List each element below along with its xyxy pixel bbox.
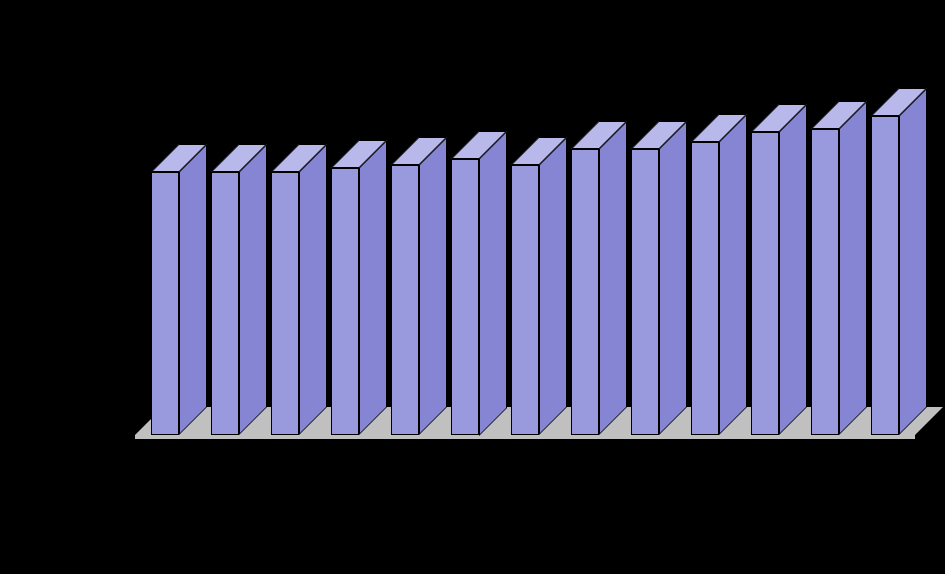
bar — [391, 165, 419, 435]
x-tick-label: 2010 — [691, 449, 720, 464]
x-tick-label: 2005 — [391, 449, 420, 464]
y-tick-label: 60.000 — [87, 33, 127, 48]
gridline-depth — [135, 78, 164, 107]
bar — [331, 168, 359, 435]
bar — [631, 149, 659, 435]
bar — [571, 149, 599, 435]
bar — [271, 172, 299, 435]
gridline — [163, 12, 943, 13]
bar — [451, 159, 479, 436]
y-tick-label: 30.000 — [87, 230, 127, 245]
bar — [691, 142, 719, 435]
x-tick-label: 2008 — [571, 449, 600, 464]
bar — [811, 129, 839, 435]
x-tick-label: 2003 — [271, 449, 300, 464]
plot-area: 010.00020.00030.00040.00050.00060.000200… — [135, 40, 915, 435]
x-tick-label: 2013 — [871, 449, 900, 464]
bar-chart-3d: 0 10.000 20.000 30.000 40.000 50.000 60.000 200… — [0, 0, 945, 574]
y-tick-label: 10.000 — [87, 362, 127, 377]
x-tick-label: 2001 — [151, 449, 180, 464]
bar — [751, 132, 779, 435]
gridline — [163, 78, 943, 79]
x-tick-label: 2002 — [211, 449, 240, 464]
x-tick-label: 2007 — [511, 449, 540, 464]
y-tick-label: 40.000 — [87, 164, 127, 179]
bar — [211, 172, 239, 435]
x-tick-label: 2004 — [331, 449, 360, 464]
chart-floor-front — [135, 435, 915, 439]
y-tick-label: 50.000 — [87, 98, 127, 113]
gridline-depth — [135, 12, 164, 41]
y-tick-label: 0 — [120, 428, 127, 443]
x-tick-label: 2006 — [451, 449, 480, 464]
y-tick-label: 20.000 — [87, 296, 127, 311]
bar — [151, 172, 179, 435]
x-tick-label: 2009 — [631, 449, 660, 464]
x-tick-label: 2011 — [751, 449, 779, 464]
bar — [871, 116, 899, 435]
bar — [511, 165, 539, 435]
x-tick-label: 2012 — [811, 449, 840, 464]
